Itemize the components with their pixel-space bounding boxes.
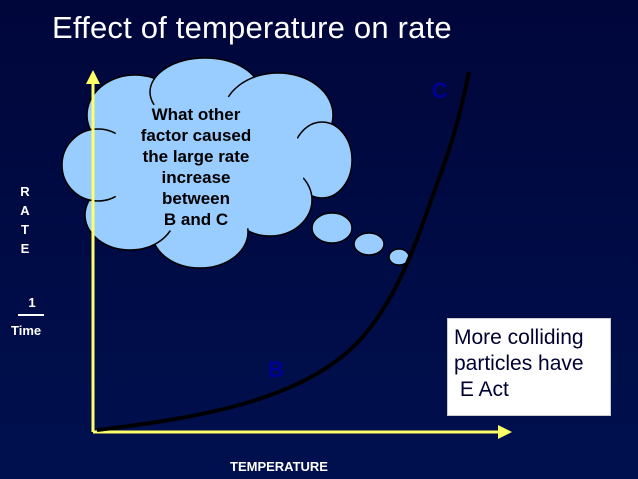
info-line: particles have	[454, 352, 584, 375]
y-axis-letter-e: E	[20, 241, 30, 256]
point-b-label: B	[268, 357, 284, 382]
info-box: More colliding particles have E Act	[447, 318, 611, 416]
thought-cloud	[61, 57, 353, 269]
graph-axes	[86, 70, 512, 439]
point-c-label: C	[432, 78, 448, 103]
y-axis-letter-a: A	[20, 203, 30, 218]
fraction-bar	[18, 314, 44, 316]
rate-curve	[96, 71, 471, 432]
y-axis-letter-r: R	[20, 184, 30, 199]
thought-bubble-dots	[311, 212, 410, 266]
thought-bubble-text: What other factor caused the large rate …	[112, 104, 280, 230]
slide-title: Effect of temperature on rate	[52, 10, 452, 45]
y-axis-letter-t: T	[21, 222, 29, 237]
thought-line: factor caused	[140, 126, 252, 145]
info-line: More colliding	[454, 326, 584, 349]
y-axis-denominator: Time	[11, 323, 42, 338]
x-axis-label: TEMPERATURE	[230, 459, 328, 474]
thought-line: B and C	[163, 210, 229, 229]
thought-line: the large rate	[142, 147, 250, 166]
thought-line: What other	[151, 105, 241, 124]
info-line: E Act	[454, 378, 509, 401]
y-axis-numerator: 1	[28, 295, 36, 310]
thought-line: between	[161, 189, 231, 208]
thought-line: increase	[161, 168, 231, 187]
